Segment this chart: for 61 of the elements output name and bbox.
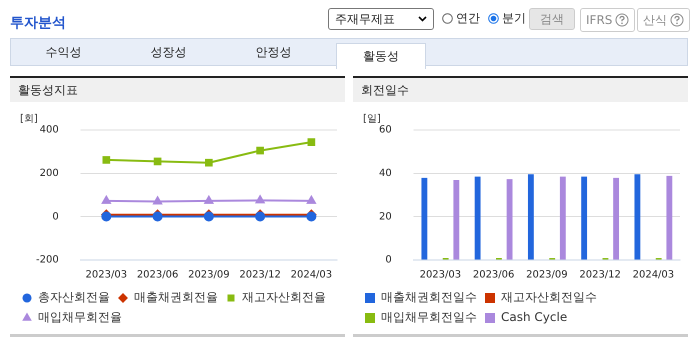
legend-label: 재고자산회전율 — [242, 290, 326, 304]
x-tick-label: 2023/03 — [86, 270, 128, 281]
y-tick-label: 20 — [378, 211, 392, 222]
x-tick-label: 2024/03 — [632, 270, 674, 281]
point — [102, 156, 110, 164]
legend-label: 매출채권회전율 — [134, 290, 218, 304]
bar — [560, 176, 566, 260]
x-tick-label: 2023/06 — [472, 270, 514, 281]
y-tick-label: -200 — [36, 254, 59, 266]
bar — [474, 176, 481, 260]
text: IFRS — [586, 13, 612, 27]
bar — [506, 179, 513, 260]
point — [205, 158, 213, 167]
text: 검색 — [529, 8, 575, 30]
point — [204, 196, 214, 204]
text: 수익성 — [44, 44, 82, 60]
point — [154, 158, 162, 166]
bar — [421, 178, 428, 260]
legend-label: Cash Cycle — [501, 310, 568, 324]
legend-label: 매출채권회전일수 — [381, 290, 477, 304]
y-tick-label: 200 — [40, 168, 59, 179]
y-tick-label: 0 — [52, 211, 59, 222]
x-tick-label: 2023/03 — [420, 270, 462, 281]
point — [153, 196, 162, 204]
chart-title: 회전일수 — [353, 76, 688, 102]
legend-label: 매입채무회전일수 — [381, 310, 477, 324]
point — [256, 195, 265, 204]
text: 주재무제표 — [335, 10, 395, 28]
text: 산식 — [643, 12, 667, 28]
chart-title: 활동성지표 — [10, 76, 345, 102]
text: 분기 — [502, 10, 526, 27]
point — [306, 196, 316, 204]
x-tick-label: 2023/09 — [526, 270, 568, 281]
y-tick-label: 400 — [40, 124, 59, 136]
x-tick-label: 2023/12 — [239, 270, 281, 281]
bar — [613, 178, 620, 260]
x-tick-label: 2023/12 — [579, 270, 621, 281]
x-tick-label: 2024/03 — [290, 270, 332, 281]
x-tick-label: 2023/06 — [136, 270, 178, 281]
bar — [528, 174, 534, 260]
y-tick-label: 40 — [378, 168, 392, 179]
bar — [581, 176, 588, 260]
text: 투자분석 — [10, 14, 66, 32]
bar — [666, 176, 672, 260]
text: 활동성 — [336, 43, 426, 69]
x-tick-label: 2023/09 — [188, 270, 230, 281]
legend-label: 총자산회전율 — [38, 290, 110, 304]
bar — [634, 174, 640, 260]
bar — [453, 180, 460, 260]
text: 연간 — [456, 10, 480, 27]
legend-label: 재고자산회전일수 — [501, 290, 597, 304]
y-tick-label: 0 — [385, 254, 392, 266]
point — [308, 138, 316, 146]
text: 안정성 — [254, 44, 292, 60]
legend-label: 매입채무회전율 — [38, 310, 122, 324]
y-axis-title: [회] — [20, 114, 38, 125]
point — [102, 196, 111, 204]
y-tick-label: 60 — [378, 124, 392, 136]
text: 성장성 — [150, 44, 188, 60]
point — [256, 146, 264, 154]
y-axis-title: [일] — [363, 114, 381, 125]
